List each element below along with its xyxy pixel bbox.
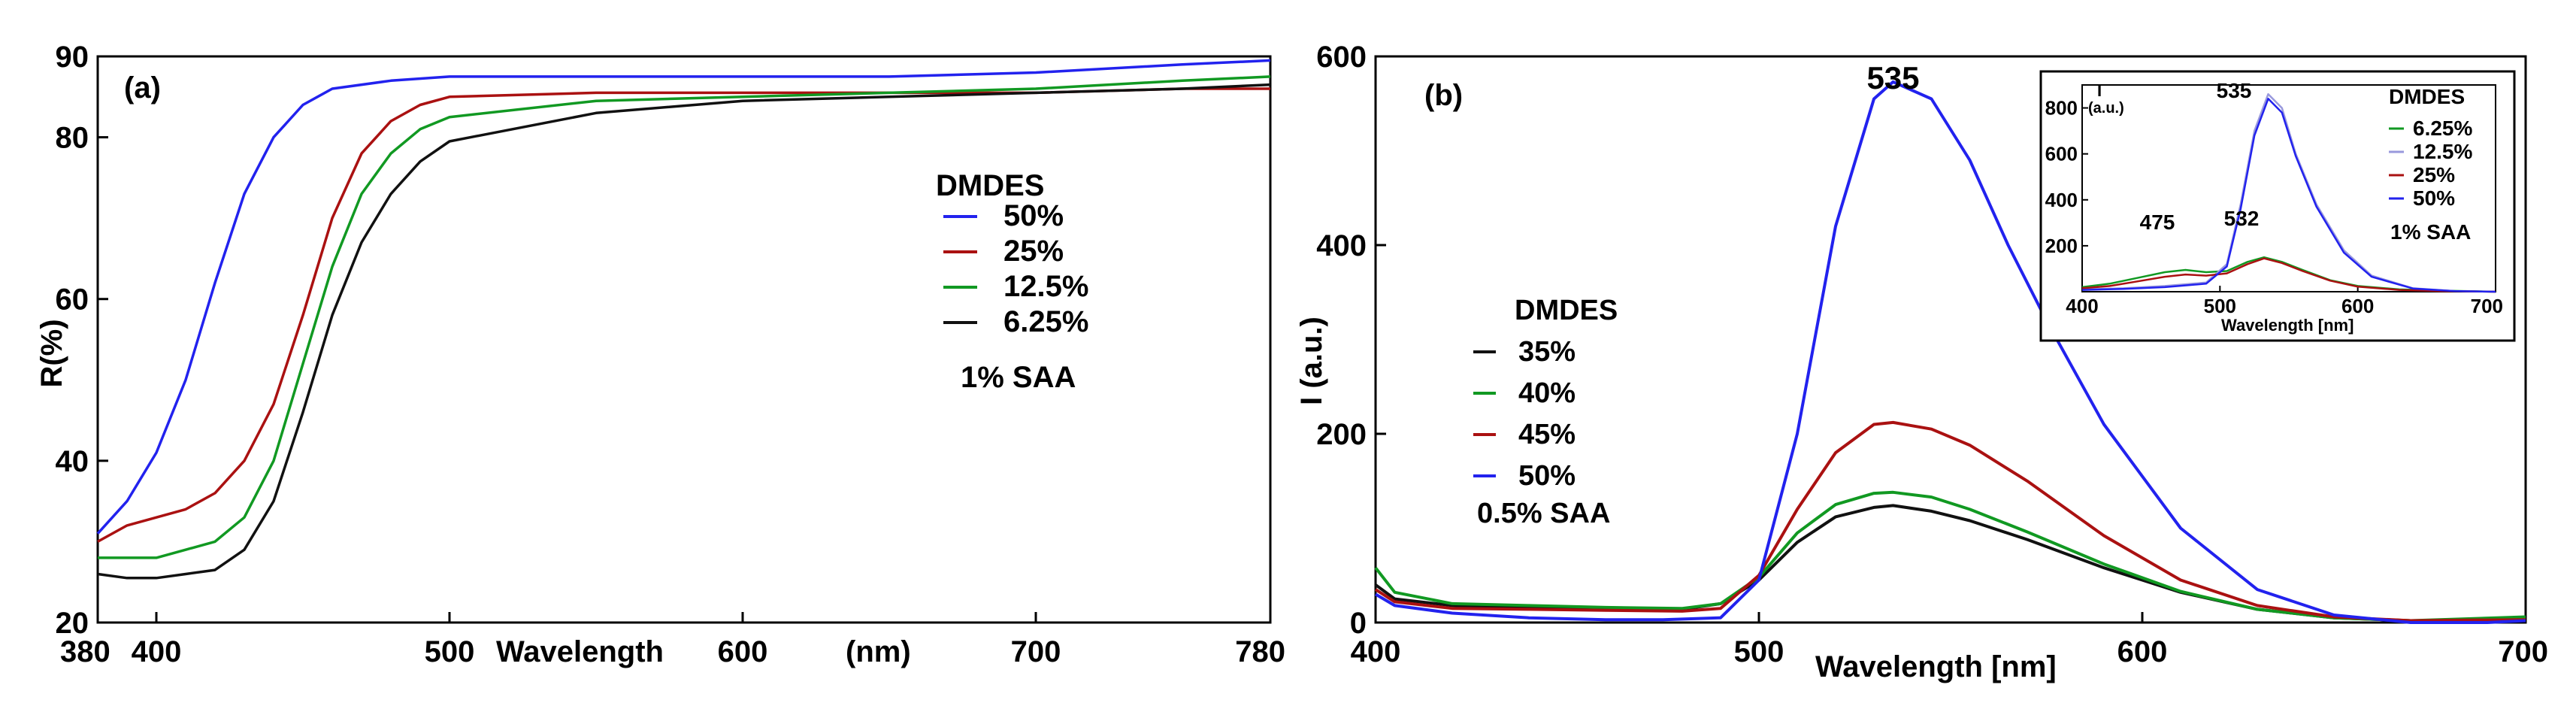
x-tick-label-b: 400 (1351, 635, 1401, 668)
inset-y-axis-unit: (a.u.) (2088, 100, 2124, 117)
legend-label-a: 6.25% (1003, 305, 1088, 338)
legend-note-b: 0.5% SAA (1477, 498, 1610, 529)
inset-legend-label: 6.25% (2413, 117, 2472, 140)
y-tick-label-b: 0 (1350, 607, 1367, 640)
plot-frame-a (96, 55, 1272, 624)
legend-label-b: 45% (1518, 419, 1576, 450)
legend-title-b: DMDES (1515, 295, 1618, 326)
inset-peak-label: 532 (2224, 207, 2260, 230)
inset-x-tick-label: 600 (2341, 295, 2374, 317)
y-tick-label-a: 80 (56, 122, 89, 155)
y-tick-label-b: 400 (1316, 229, 1367, 262)
series-line-a (98, 75, 1271, 559)
legend-title-a: DMDES (936, 169, 1044, 202)
x-tick-label-a: 380 (60, 635, 110, 668)
inset-series-line (2081, 257, 2496, 293)
y-tick-label-a: 20 (56, 607, 89, 640)
inset-y-tick-label: 400 (2045, 189, 2078, 211)
legend-label-b: 40% (1518, 377, 1576, 409)
panel-a: 380 400 500 600 700 780 20 40 60 80 90 Wavelength (n… (35, 41, 1285, 668)
series-line-a (96, 59, 1271, 535)
x-tick-label-a: 500 (425, 635, 475, 668)
peak-label-b: 535 (1866, 60, 1919, 95)
series-line-a (97, 83, 1271, 580)
inset-peak-label: 535 (2217, 79, 2252, 102)
inset-legend-label: 12.5% (2413, 140, 2472, 163)
inset-y-axis-label: I (2097, 81, 2102, 100)
inset-frame (2039, 70, 2516, 342)
legend-note-a: 1% SAA (961, 361, 1076, 394)
x-tick-label-b: 700 (2498, 635, 2548, 668)
x-tick-label-b: 500 (1734, 635, 1784, 668)
y-axis-label-b: I (a.u.) (1295, 317, 1328, 405)
legend-label-a: 50% (1003, 199, 1064, 232)
inset-plot-frame (2081, 84, 2496, 292)
x-axis-label-a: Wavelength (496, 635, 664, 668)
inset-y-tick-label: 800 (2045, 97, 2078, 120)
inset-y-tick-label: 200 (2045, 235, 2078, 257)
x-tick-label-a: 400 (132, 635, 182, 668)
inset-x-tick-label: 500 (2204, 295, 2236, 317)
x-tick-label-a: 600 (718, 635, 768, 668)
inset-legend-label: 25% (2413, 163, 2455, 186)
inset-x-tick-label: 700 (2471, 295, 2503, 317)
x-axis-label-b: Wavelength [nm] (1815, 650, 2057, 683)
x-tick-label-a: 780 (1235, 635, 1285, 668)
y-axis-label-a: R(%) (35, 319, 68, 387)
y-tick-label-a: 90 (56, 41, 89, 74)
legend-label-a: 12.5% (1003, 270, 1088, 303)
y-tick-label-b: 200 (1316, 418, 1367, 451)
series-line-b (1374, 80, 2526, 624)
legend-label-b: 50% (1518, 460, 1576, 492)
series-line-b (1374, 490, 2526, 623)
x-tick-label-a: 700 (1011, 635, 1061, 668)
series-line-b (1374, 420, 2526, 623)
inset-legend-note: 1% SAA (2390, 220, 2471, 244)
panel-label-b: (b) (1424, 79, 1463, 112)
inset-legend-title: DMDES (2389, 85, 2465, 108)
inset-x-axis-label: Wavelength [nm] (2221, 316, 2354, 335)
inset-peak-label: 475 (2140, 211, 2175, 234)
plot-frame-b (1374, 55, 2527, 624)
inset-x-tick-label: 400 (2066, 295, 2098, 317)
panel-label-a: (a) (124, 71, 161, 105)
legend-label-b: 35% (1518, 336, 1576, 368)
y-tick-label-a: 60 (56, 283, 89, 317)
inset-series-line (2081, 98, 2496, 293)
inset-y-tick-label: 600 (2045, 143, 2078, 165)
x-tick-label-b: 600 (2117, 635, 2168, 668)
panel-inset: 400 500 600 700 200 400 600 800 Wavelength [nm] I… (2039, 70, 2516, 342)
inset-legend-label: 50% (2413, 186, 2455, 210)
y-tick-label-b: 600 (1316, 41, 1367, 74)
legend-label-a: 25% (1003, 235, 1064, 268)
x-axis-unit-a: (nm) (846, 635, 911, 668)
y-tick-label-a: 40 (56, 445, 89, 478)
